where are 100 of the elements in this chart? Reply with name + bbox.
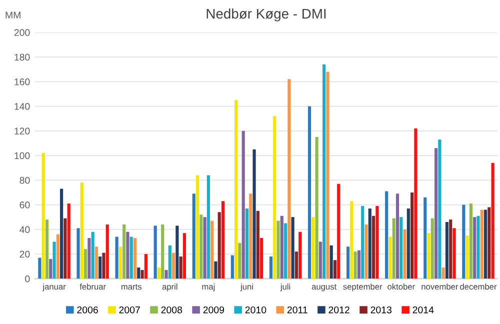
legend-label: 2012 — [328, 306, 350, 314]
bar — [326, 72, 330, 279]
bar — [288, 79, 291, 279]
bar — [376, 206, 379, 279]
bar — [315, 137, 318, 279]
legend-label: 2006 — [77, 306, 98, 314]
bar — [308, 106, 312, 279]
bar — [245, 208, 249, 279]
x-tick-label: februar — [80, 284, 106, 290]
bar — [438, 140, 442, 279]
bar — [118, 246, 122, 279]
y-tick-label: 180 — [14, 54, 30, 61]
x-tick-label: januar — [42, 284, 66, 292]
bar — [298, 232, 302, 279]
legend-label: 2010 — [245, 306, 266, 314]
bar — [312, 217, 315, 279]
bar — [284, 223, 288, 279]
y-axis-title: MM — [6, 12, 20, 18]
bar — [242, 130, 245, 279]
x-tick-label: november — [422, 284, 458, 290]
bar — [364, 224, 368, 279]
y-tick-label: 20 — [20, 250, 30, 258]
bar — [137, 268, 140, 279]
legend-label: 2011 — [287, 306, 308, 314]
bar — [84, 249, 88, 279]
bar — [88, 238, 91, 279]
bar — [368, 208, 372, 279]
bar — [214, 261, 218, 279]
bar — [154, 226, 157, 279]
bar — [449, 220, 452, 279]
bar — [249, 194, 252, 279]
bar — [126, 232, 130, 279]
bar — [280, 216, 284, 279]
bar — [176, 226, 179, 279]
bar — [192, 194, 196, 279]
bar — [179, 256, 182, 279]
bar — [256, 210, 260, 279]
bar — [38, 258, 42, 279]
legend-label: 2013 — [370, 306, 392, 314]
x-tick-label: august — [312, 284, 337, 292]
bar — [350, 201, 354, 279]
bar — [372, 216, 376, 279]
bar — [473, 217, 476, 279]
bar — [294, 252, 298, 279]
bar — [42, 153, 45, 279]
bar — [210, 220, 214, 279]
y-tick-label: 100 — [14, 152, 30, 160]
bar — [94, 246, 98, 279]
chart-title: Nedbør Køge - DMI — [206, 8, 326, 22]
x-tick-label: maj — [202, 284, 215, 292]
legend-label: 2014 — [412, 306, 434, 314]
bar — [252, 149, 256, 279]
bar — [196, 175, 200, 279]
bar — [322, 64, 326, 279]
bar — [427, 233, 430, 279]
bar — [466, 236, 469, 279]
bar — [140, 270, 144, 279]
bar — [115, 236, 118, 279]
bar — [462, 204, 466, 279]
bar — [414, 128, 418, 279]
bar — [172, 252, 176, 279]
bar — [354, 252, 357, 279]
bar — [52, 242, 56, 279]
y-tick-label: 0 — [25, 275, 30, 282]
bar — [484, 210, 488, 279]
legend-label: 2007 — [119, 306, 140, 314]
x-tick-label: april — [162, 284, 178, 292]
x-tick-label: juli — [280, 284, 290, 292]
bar — [80, 182, 84, 279]
bar — [164, 270, 168, 279]
bar — [357, 250, 361, 279]
bar — [56, 234, 60, 279]
bar — [234, 100, 238, 279]
bar — [388, 236, 392, 279]
bar — [480, 210, 484, 279]
bar — [333, 260, 337, 279]
bar — [406, 208, 410, 279]
bar — [60, 188, 64, 279]
x-tick-label: september — [343, 284, 382, 292]
bar — [361, 206, 364, 279]
y-tick-label: 80 — [20, 176, 30, 184]
y-tick-label: 140 — [14, 103, 30, 110]
bar — [144, 254, 148, 279]
bar — [230, 255, 234, 279]
bar — [330, 245, 333, 279]
bar — [269, 256, 273, 279]
bar — [392, 218, 396, 279]
x-tick-label: oktober — [388, 284, 415, 290]
bar — [122, 224, 126, 279]
y-tick-label: 120 — [14, 128, 30, 135]
bar — [452, 228, 456, 279]
bar — [76, 228, 80, 279]
bar — [218, 212, 221, 279]
bar — [157, 268, 161, 279]
bar — [476, 216, 480, 279]
bar — [442, 268, 445, 279]
bar — [469, 204, 472, 279]
bar — [49, 258, 52, 279]
bar — [273, 116, 276, 279]
bar — [200, 214, 203, 279]
